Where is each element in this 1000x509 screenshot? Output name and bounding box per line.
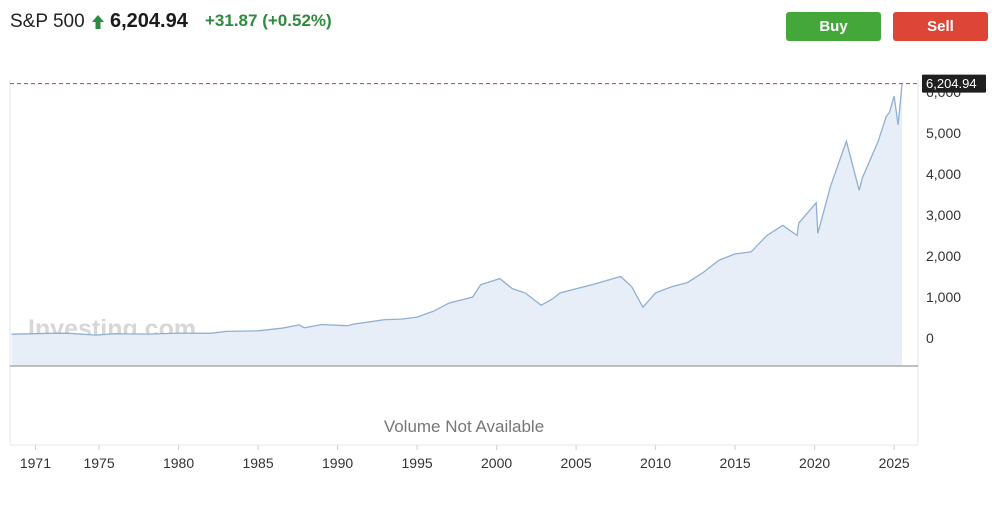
y-tick-label: 4,000 <box>926 166 961 182</box>
x-tick-label: 1975 <box>83 455 114 471</box>
y-tick-label: 0 <box>926 330 934 346</box>
y-tick-label: 2,000 <box>926 248 961 264</box>
arrow-up-icon <box>92 15 104 29</box>
x-tick-label: 2020 <box>799 455 830 471</box>
buy-button[interactable]: Buy <box>786 12 881 41</box>
y-tick-label: 5,000 <box>926 125 961 141</box>
price-area-fill <box>11 83 903 366</box>
y-tick-label: 1,000 <box>926 289 961 305</box>
x-tick-label: 1985 <box>242 455 273 471</box>
x-tick-label: 2005 <box>561 455 592 471</box>
x-tick-label: 1990 <box>322 455 353 471</box>
x-tick-label: 1980 <box>163 455 194 471</box>
x-axis: 1971 1975 1980 1985 1990 1995 2000 2005 2010 2015… <box>20 445 910 471</box>
last-price-tag-text: 6,204.94 <box>926 76 977 91</box>
price-series-line <box>11 83 903 336</box>
x-tick-label: 2015 <box>720 455 751 471</box>
y-tick-label: 3,000 <box>926 207 961 223</box>
area-layer <box>11 83 903 366</box>
volume-not-available: Volume Not Available <box>384 417 544 436</box>
sell-button[interactable]: Sell <box>893 12 988 41</box>
last-price: 6,204.94 <box>110 10 188 32</box>
ticker-name: S&P 500 <box>10 11 85 32</box>
x-tick-label: 1995 <box>402 455 433 471</box>
last-price-tag: 6,204.94 <box>922 74 986 93</box>
x-tick-label: 2010 <box>640 455 671 471</box>
price-change-value: +31.87 <box>205 11 258 30</box>
price-change-percent: (+0.52%) <box>262 11 332 30</box>
last-price-tag-bg <box>922 74 986 93</box>
price-change: +31.87 (+0.52%) <box>205 11 332 31</box>
x-tick-label: 2000 <box>481 455 512 471</box>
line-layer <box>11 83 903 336</box>
quote-header: S&P 500 6,204.94 +31.87 (+0.52%) Buy Sel… <box>0 0 1000 48</box>
x-tick-label: 1971 <box>20 455 51 471</box>
x-tick-label: 2025 <box>879 455 910 471</box>
